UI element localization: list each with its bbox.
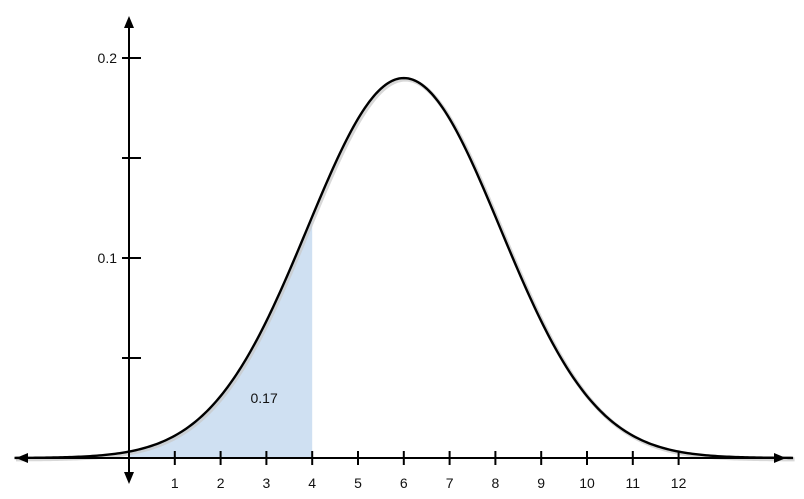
x-tick-label: 4 <box>308 475 316 491</box>
y-tick-label: 0.2 <box>98 50 118 66</box>
x-tick-label: 9 <box>537 475 545 491</box>
x-tick-label: 12 <box>671 475 687 491</box>
x-tick-label: 8 <box>492 475 500 491</box>
density-curve <box>14 76 794 460</box>
x-tick-label: 2 <box>217 475 225 491</box>
y-axis-top-arrow <box>124 16 134 28</box>
x-tick-label: 1 <box>171 475 179 491</box>
shaded-area <box>129 216 313 458</box>
y-axis-bottom-arrow <box>124 472 134 484</box>
x-tick-label: 6 <box>400 475 408 491</box>
x-axis-right-arrow <box>774 453 786 463</box>
y-tick-label: 0.1 <box>98 250 118 266</box>
x-ticks: 1 2 3 4 5 6 7 8 9 10 11 12 <box>171 451 687 491</box>
x-tick-label: 3 <box>263 475 271 491</box>
x-tick-label: 10 <box>579 475 595 491</box>
curve-shadow <box>15 77 795 462</box>
x-tick-label: 7 <box>446 475 454 491</box>
shaded-area-label: 0.17 <box>250 390 277 406</box>
x-axis-left-arrow <box>16 453 28 463</box>
y-ticks: 0.1 0.2 <box>98 50 141 359</box>
x-tick-label: 5 <box>354 475 362 491</box>
x-tick-label: 11 <box>626 475 641 491</box>
